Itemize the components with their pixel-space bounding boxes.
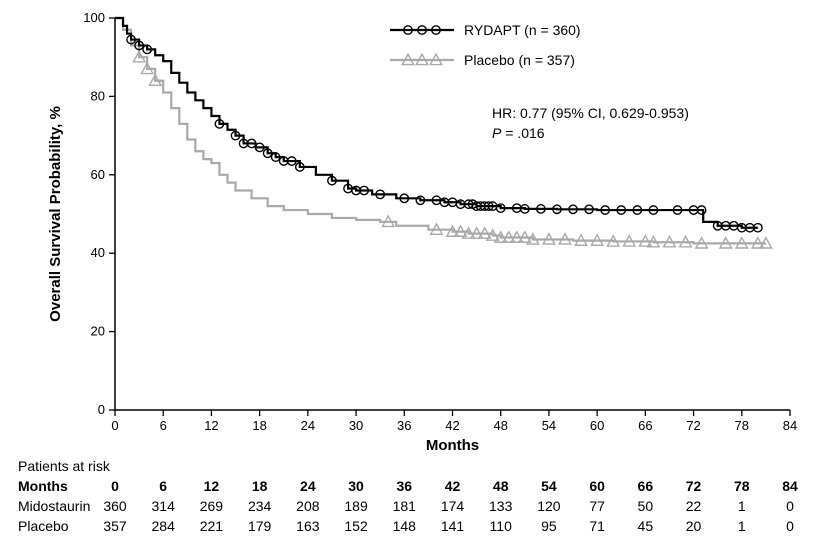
risk-cell: 22	[671, 498, 717, 514]
risk-row-label: Midostaurin	[18, 498, 90, 514]
risk-cell: 20	[671, 518, 717, 534]
x-tick-label: 72	[686, 418, 700, 433]
risk-cell: 314	[140, 498, 186, 514]
x-tick-label: 0	[111, 418, 118, 433]
x-tick-label: 36	[397, 418, 411, 433]
risk-cell: 120	[526, 498, 572, 514]
risk-cell: 360	[92, 498, 138, 514]
hr-note: HR: 0.77 (95% CI, 0.629-0.953)	[492, 105, 689, 121]
y-tick-label: 20	[91, 324, 105, 339]
risk-cell: 152	[333, 518, 379, 534]
risk-cell: 77	[574, 498, 620, 514]
y-tick-label: 40	[91, 245, 105, 260]
x-tick-label: 18	[252, 418, 266, 433]
x-tick-label: 84	[783, 418, 797, 433]
legend-label-rydapt: RYDAPT (n = 360)	[464, 22, 581, 38]
risk-cell: 284	[140, 518, 186, 534]
risk-cell: 179	[237, 518, 283, 534]
x-tick-label: 30	[349, 418, 363, 433]
km-chart: 0 6 12 18 24 30 36 42 48 54 60 66 72 78 84 Months 0 20 40 6…	[0, 0, 830, 450]
risk-title: Patients at risk	[18, 458, 110, 474]
risk-month-header: 60	[574, 478, 620, 494]
risk-cell: 0	[767, 498, 813, 514]
risk-cell: 189	[333, 498, 379, 514]
risk-month-header: 30	[333, 478, 379, 494]
risk-cell: 95	[526, 518, 572, 534]
risk-month-header: 84	[767, 478, 813, 494]
risk-cell: 208	[285, 498, 331, 514]
x-axis-label: Months	[426, 437, 479, 450]
risk-cell: 1	[719, 498, 765, 514]
x-tick-label: 60	[590, 418, 604, 433]
risk-cell: 234	[237, 498, 283, 514]
risk-cell: 357	[92, 518, 138, 534]
risk-cell: 141	[430, 518, 476, 534]
y-axis-label: Overall Survival Probability, %	[47, 106, 64, 322]
risk-cell: 71	[574, 518, 620, 534]
risk-month-header: 78	[719, 478, 765, 494]
risk-month-header: 66	[622, 478, 668, 494]
pvalue-note: P = .016	[492, 125, 545, 141]
risk-row-label: Placebo	[18, 518, 69, 534]
risk-month-header: 24	[285, 478, 331, 494]
risk-month-header: 72	[671, 478, 717, 494]
risk-cell: 1	[719, 518, 765, 534]
y-tick-label: 80	[91, 88, 105, 103]
x-tick-label: 48	[493, 418, 507, 433]
risk-cell: 163	[285, 518, 331, 534]
risk-cell: 221	[188, 518, 234, 534]
risk-month-header: 54	[526, 478, 572, 494]
y-tick-label: 0	[98, 402, 105, 417]
x-tick-label: 78	[735, 418, 749, 433]
risk-month-header: 18	[237, 478, 283, 494]
risk-cell: 269	[188, 498, 234, 514]
x-tick-label: 12	[204, 418, 218, 433]
risk-month-header: 6	[140, 478, 186, 494]
risk-cell: 45	[622, 518, 668, 534]
x-tick-label: 24	[301, 418, 315, 433]
x-tick-label: 66	[638, 418, 652, 433]
risk-cell: 148	[381, 518, 427, 534]
y-tick-label: 60	[91, 167, 105, 182]
x-tick-label: 6	[160, 418, 167, 433]
figure-root: 0612182430364248546066727884Months020406…	[0, 0, 830, 546]
risk-month-header: 42	[430, 478, 476, 494]
x-tick-label: 54	[542, 418, 556, 433]
risk-cell: 181	[381, 498, 427, 514]
x-tick-label: 42	[445, 418, 459, 433]
risk-cell: 0	[767, 518, 813, 534]
y-tick-label: 100	[83, 10, 105, 25]
legend-label-placebo: Placebo (n = 357)	[464, 52, 575, 68]
risk-month-header: 12	[188, 478, 234, 494]
risk-cell: 174	[430, 498, 476, 514]
risk-cell: 133	[478, 498, 524, 514]
risk-month-header: 48	[478, 478, 524, 494]
risk-month-header: 0	[92, 478, 138, 494]
risk-cell: 50	[622, 498, 668, 514]
risk-cell: 110	[478, 518, 524, 534]
risk-month-header: 36	[381, 478, 427, 494]
risk-months-label: Months	[18, 478, 68, 494]
